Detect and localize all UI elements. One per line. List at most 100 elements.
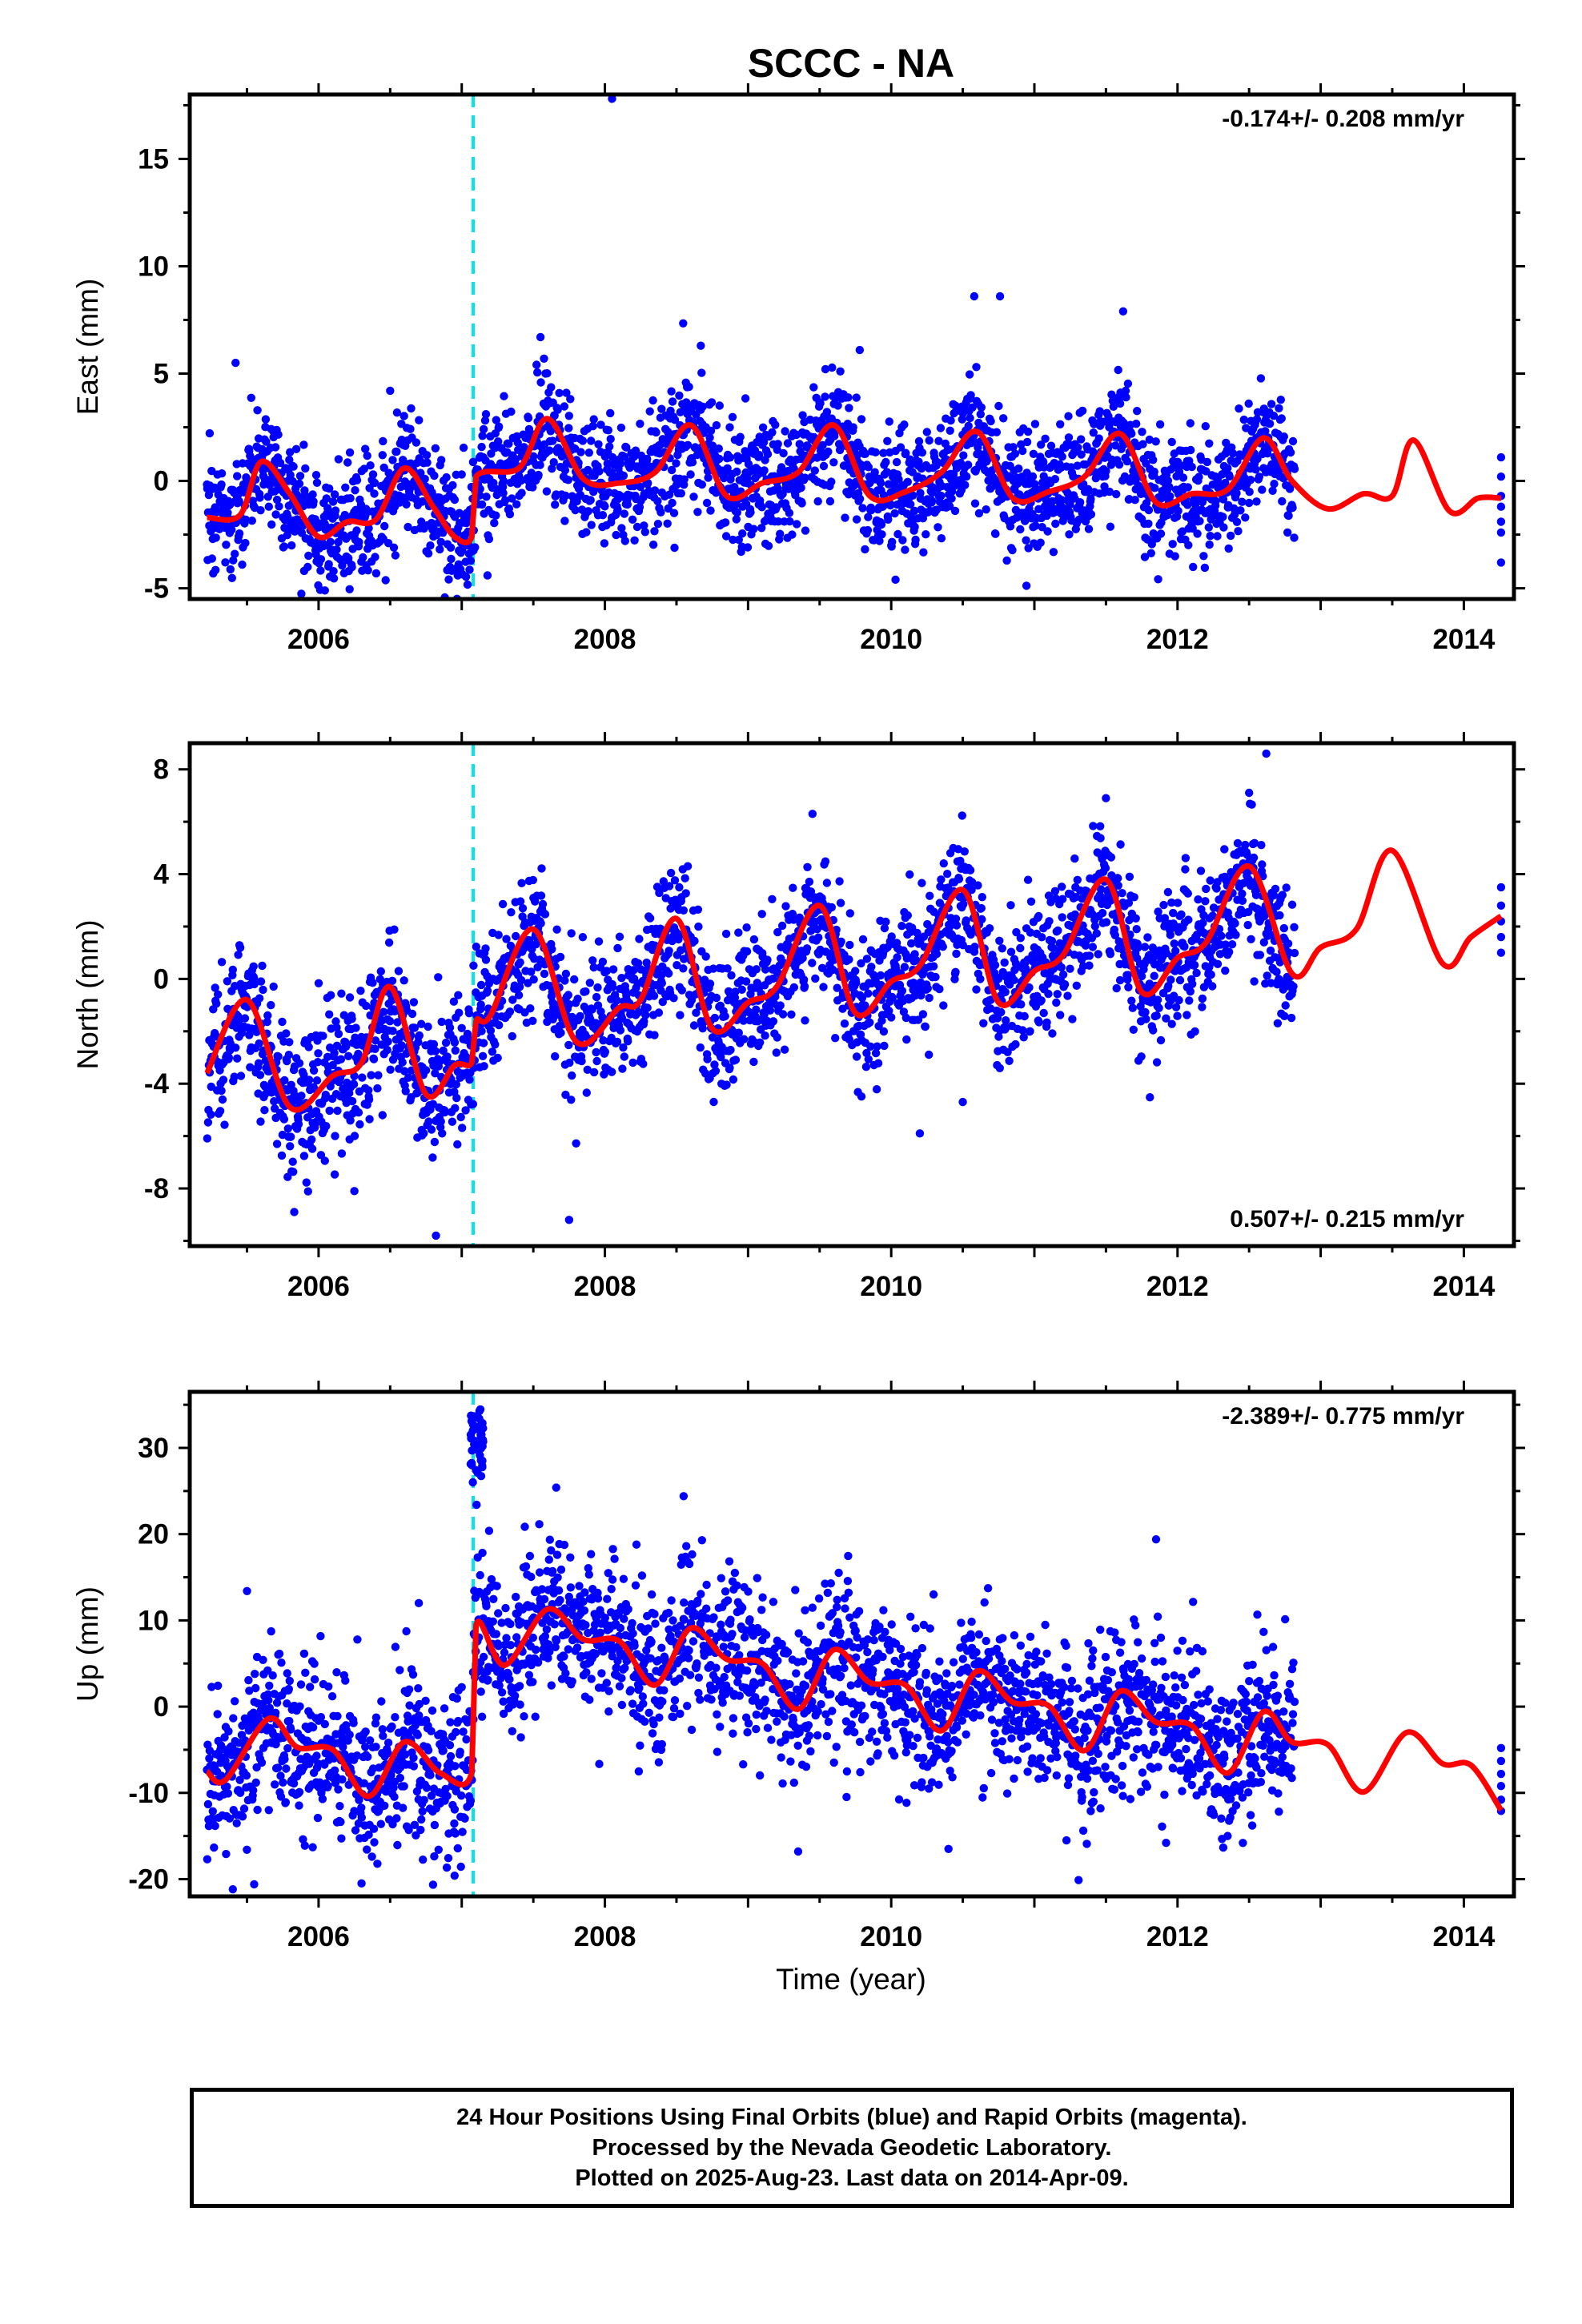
data-point <box>217 480 226 489</box>
data-point <box>585 979 594 987</box>
data-point <box>378 1111 387 1120</box>
data-point <box>207 1110 215 1120</box>
data-point <box>915 984 925 993</box>
data-point <box>283 1056 291 1066</box>
data-point <box>428 1153 437 1162</box>
data-point <box>864 1055 873 1064</box>
data-point <box>533 368 542 377</box>
data-point <box>1208 982 1217 991</box>
data-point <box>917 448 927 457</box>
data-point <box>1081 460 1090 469</box>
data-point <box>240 1014 250 1023</box>
data-point <box>622 443 631 452</box>
data-point <box>712 993 721 1003</box>
data-point <box>887 1013 896 1022</box>
data-point <box>264 502 273 511</box>
data-point <box>982 505 990 514</box>
data-point <box>811 974 820 983</box>
data-point <box>976 975 985 983</box>
data-point <box>383 539 393 548</box>
data-point <box>1073 875 1082 885</box>
data-point <box>1011 1039 1020 1049</box>
data-point <box>1288 436 1298 446</box>
data-point <box>670 416 680 424</box>
data-point <box>328 497 338 506</box>
data-point <box>212 999 221 1008</box>
data-point <box>693 905 703 915</box>
data-point <box>907 939 916 948</box>
data-point <box>457 470 466 479</box>
data-point <box>286 471 295 480</box>
data-point <box>733 508 741 517</box>
data-point <box>840 461 849 470</box>
data-point <box>238 560 247 569</box>
data-point <box>512 931 520 941</box>
data-point <box>1085 961 1094 970</box>
data-point <box>636 420 644 428</box>
data-point <box>909 506 919 516</box>
data-point <box>952 921 962 930</box>
data-point <box>1245 488 1254 497</box>
data-point <box>802 944 812 953</box>
data-point <box>359 553 367 562</box>
data-point <box>879 448 888 457</box>
data-point <box>903 911 913 920</box>
data-point <box>809 383 818 392</box>
data-point <box>845 404 853 412</box>
data-point <box>430 471 439 480</box>
data-point <box>1065 530 1074 539</box>
data-point <box>787 1010 796 1019</box>
data-point <box>910 522 919 532</box>
data-point <box>912 956 921 965</box>
data-point <box>1154 907 1162 916</box>
data-point <box>853 451 861 460</box>
data-point <box>1050 887 1060 896</box>
data-point <box>316 566 325 575</box>
data-point <box>1056 1011 1065 1019</box>
data-point <box>995 936 1004 946</box>
data-point <box>1120 472 1130 481</box>
data-point <box>1217 931 1226 940</box>
data-point <box>388 1027 397 1035</box>
data-point <box>289 462 298 471</box>
data-point <box>886 501 895 510</box>
data-point <box>668 397 677 406</box>
data-point <box>1230 510 1239 519</box>
data-point <box>564 412 573 420</box>
data-point <box>361 444 370 453</box>
data-point <box>752 965 761 974</box>
data-point <box>1251 465 1260 474</box>
data-point <box>211 983 219 992</box>
data-point <box>565 1058 574 1068</box>
data-point <box>624 1037 632 1046</box>
data-point <box>376 967 385 976</box>
data-point <box>851 967 860 975</box>
data-point <box>578 436 588 445</box>
data-point <box>1058 452 1066 461</box>
data-point <box>704 473 713 482</box>
data-point <box>855 494 865 504</box>
data-point <box>1105 487 1114 497</box>
data-point <box>351 486 359 495</box>
data-point <box>508 1031 516 1041</box>
data-point <box>337 989 346 998</box>
data-point <box>302 1178 311 1187</box>
outlier-point <box>483 571 492 580</box>
data-point <box>665 947 673 955</box>
data-point <box>608 983 617 991</box>
data-point <box>500 392 508 400</box>
data-point <box>335 555 345 564</box>
data-point <box>1048 497 1057 506</box>
data-point <box>743 543 753 552</box>
data-point <box>233 472 242 480</box>
data-point <box>218 1095 227 1104</box>
data-point <box>1005 1056 1014 1066</box>
data-point <box>256 506 265 515</box>
data-point <box>455 509 464 517</box>
data-point <box>951 967 960 977</box>
data-point <box>564 1040 573 1050</box>
data-point <box>1090 922 1100 931</box>
data-point <box>819 983 828 991</box>
data-point <box>1114 365 1122 375</box>
data-point <box>939 859 949 868</box>
